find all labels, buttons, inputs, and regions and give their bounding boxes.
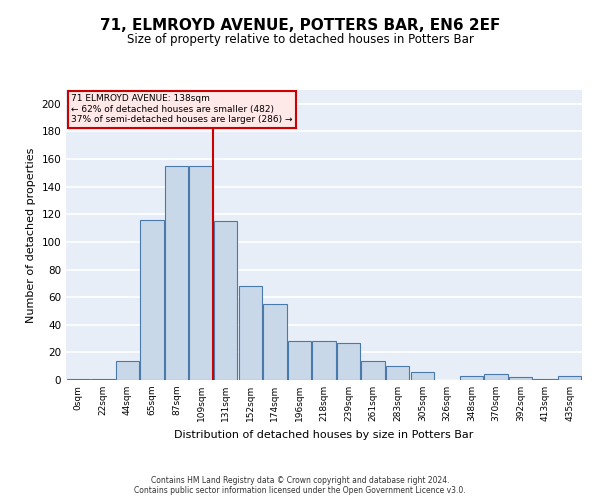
Bar bbox=[533, 378, 557, 380]
Bar bbox=[190, 166, 213, 380]
Bar bbox=[165, 166, 188, 380]
Text: 71, ELMROYD AVENUE, POTTERS BAR, EN6 2EF: 71, ELMROYD AVENUE, POTTERS BAR, EN6 2EF bbox=[100, 18, 500, 32]
Bar bbox=[140, 220, 164, 380]
Bar bbox=[361, 360, 385, 380]
Bar bbox=[460, 376, 483, 380]
X-axis label: Distribution of detached houses by size in Potters Bar: Distribution of detached houses by size … bbox=[175, 430, 473, 440]
Bar bbox=[313, 342, 335, 380]
Bar bbox=[263, 304, 287, 380]
Bar bbox=[484, 374, 508, 380]
Bar bbox=[288, 342, 311, 380]
Bar bbox=[509, 377, 532, 380]
Bar bbox=[337, 342, 360, 380]
Bar bbox=[410, 372, 434, 380]
Bar bbox=[214, 221, 238, 380]
Y-axis label: Number of detached properties: Number of detached properties bbox=[26, 148, 36, 322]
Bar bbox=[67, 378, 90, 380]
Text: 71 ELMROYD AVENUE: 138sqm
← 62% of detached houses are smaller (482)
37% of semi: 71 ELMROYD AVENUE: 138sqm ← 62% of detac… bbox=[71, 94, 293, 124]
Bar bbox=[91, 378, 115, 380]
Text: Contains HM Land Registry data © Crown copyright and database right 2024.
Contai: Contains HM Land Registry data © Crown c… bbox=[134, 476, 466, 495]
Text: Size of property relative to detached houses in Potters Bar: Size of property relative to detached ho… bbox=[127, 32, 473, 46]
Bar bbox=[558, 376, 581, 380]
Bar bbox=[116, 360, 139, 380]
Bar bbox=[386, 366, 409, 380]
Bar bbox=[239, 286, 262, 380]
